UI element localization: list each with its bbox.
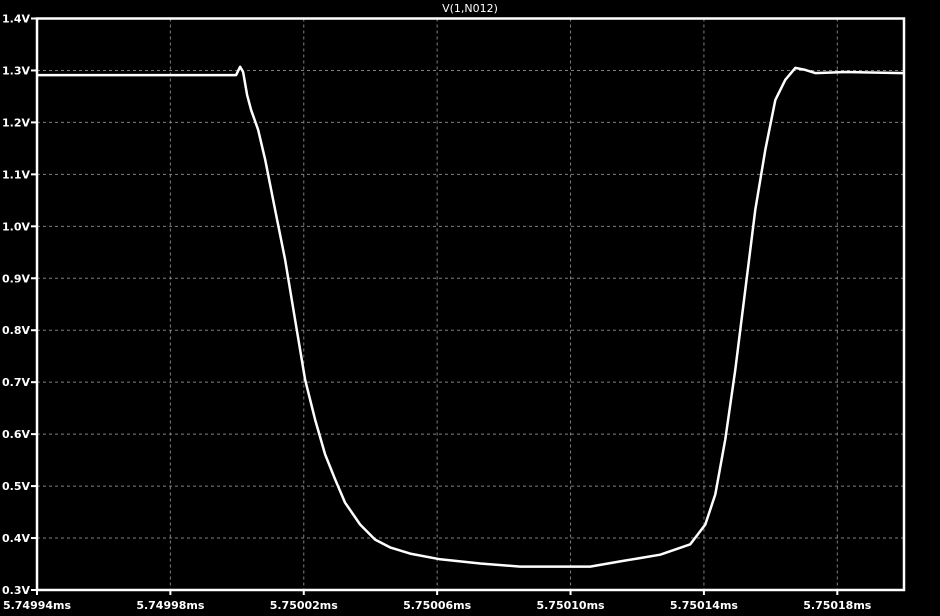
y-tick-label: 0.6V <box>2 428 30 441</box>
y-tick-label: 0.3V <box>2 584 30 597</box>
x-tick-label: 5.75002ms <box>270 599 339 612</box>
y-tick-label: 0.8V <box>2 324 30 337</box>
y-tick-label: 0.7V <box>2 376 30 389</box>
plot-frame <box>35 17 906 592</box>
grid <box>37 18 904 590</box>
x-tick-label: 5.75006ms <box>403 599 472 612</box>
x-tick-label: 5.74994ms <box>3 599 72 612</box>
y-tick-label: 1.4V <box>2 13 30 26</box>
trace-line[interactable] <box>37 65 905 568</box>
chart-title[interactable]: V(1,N012) <box>442 2 498 15</box>
y-tick-label: 1.0V <box>2 220 30 233</box>
y-tick-label: 1.3V <box>2 64 30 77</box>
x-tick-label: 5.75014ms <box>670 599 739 612</box>
x-tick-label: 5.74998ms <box>136 599 205 612</box>
y-tick-label: 1.2V <box>2 116 30 129</box>
x-tick-label: 5.75018ms <box>803 599 872 612</box>
y-tick-label: 1.1V <box>2 168 30 181</box>
y-tick-label: 0.5V <box>2 480 30 493</box>
y-tick-label: 0.9V <box>2 272 30 285</box>
x-tick-label: 5.75010ms <box>536 599 605 612</box>
y-tick-label: 0.4V <box>2 532 30 545</box>
